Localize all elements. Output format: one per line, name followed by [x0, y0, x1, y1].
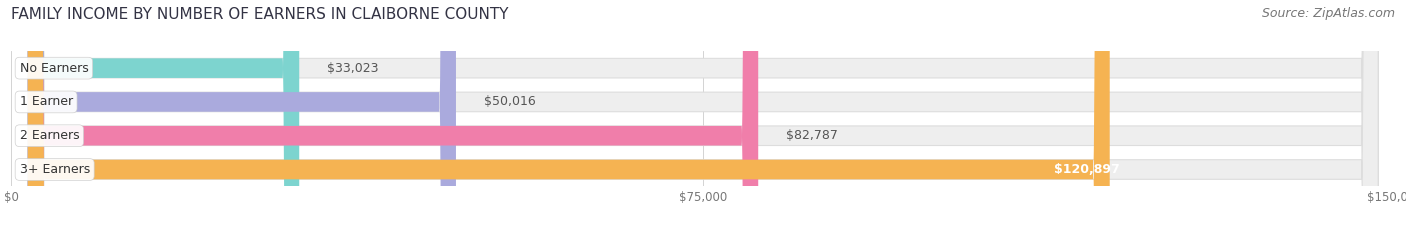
Text: 2 Earners: 2 Earners [20, 129, 79, 142]
FancyBboxPatch shape [28, 0, 299, 233]
Text: No Earners: No Earners [20, 62, 89, 75]
FancyBboxPatch shape [28, 0, 1378, 233]
Text: 3+ Earners: 3+ Earners [20, 163, 90, 176]
FancyBboxPatch shape [28, 0, 1378, 233]
Text: $50,016: $50,016 [484, 96, 536, 108]
FancyBboxPatch shape [28, 0, 456, 233]
FancyBboxPatch shape [28, 0, 758, 233]
Text: FAMILY INCOME BY NUMBER OF EARNERS IN CLAIBORNE COUNTY: FAMILY INCOME BY NUMBER OF EARNERS IN CL… [11, 7, 509, 22]
FancyBboxPatch shape [28, 0, 1378, 233]
Text: $33,023: $33,023 [328, 62, 378, 75]
FancyBboxPatch shape [28, 0, 1378, 233]
Text: Source: ZipAtlas.com: Source: ZipAtlas.com [1261, 7, 1395, 20]
Text: $120,897: $120,897 [1053, 163, 1119, 176]
Text: 1 Earner: 1 Earner [20, 96, 73, 108]
Text: $82,787: $82,787 [786, 129, 838, 142]
FancyBboxPatch shape [28, 0, 1109, 233]
